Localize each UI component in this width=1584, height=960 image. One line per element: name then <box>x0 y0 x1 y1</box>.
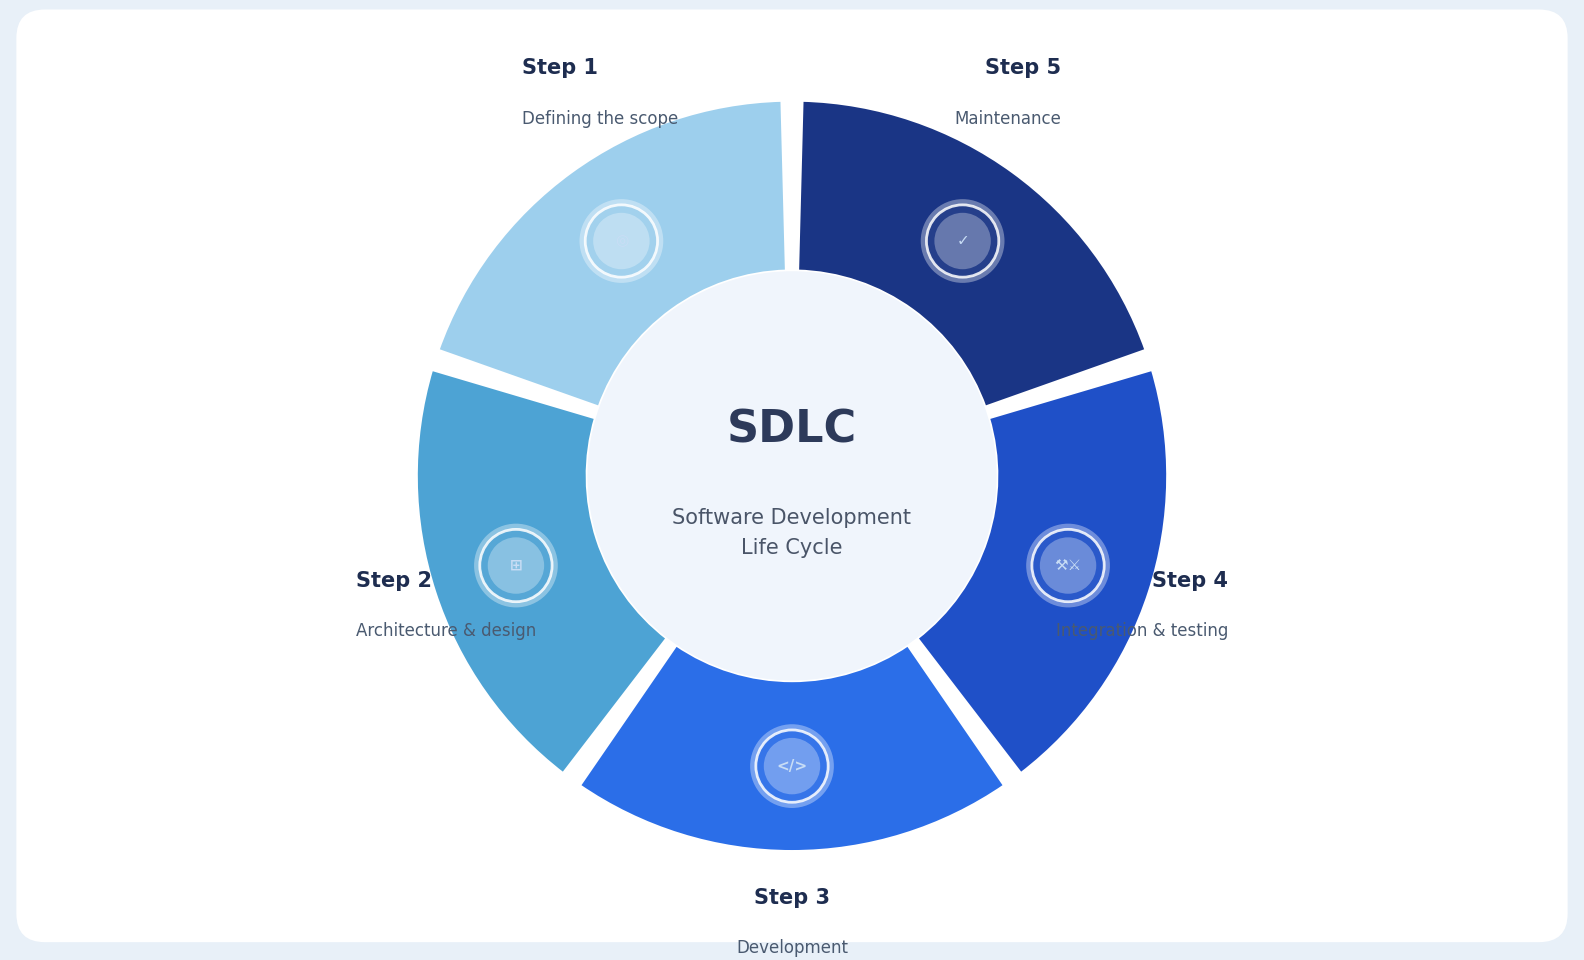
Text: SDLC: SDLC <box>727 409 857 451</box>
Text: Integration & testing: Integration & testing <box>1057 622 1228 640</box>
Circle shape <box>488 538 545 593</box>
Circle shape <box>592 213 649 269</box>
Text: Step 1: Step 1 <box>523 59 599 78</box>
Wedge shape <box>917 369 1167 774</box>
Text: Step 5: Step 5 <box>985 59 1061 78</box>
Circle shape <box>480 529 553 602</box>
Text: Maintenance: Maintenance <box>955 109 1061 128</box>
Circle shape <box>580 199 664 283</box>
Wedge shape <box>797 100 1147 408</box>
Circle shape <box>756 730 828 803</box>
Circle shape <box>920 199 1004 283</box>
Wedge shape <box>417 369 667 774</box>
Circle shape <box>751 724 833 808</box>
Text: Software Development
Life Cycle: Software Development Life Cycle <box>673 508 911 558</box>
Text: ✓: ✓ <box>957 233 969 249</box>
Wedge shape <box>580 644 1004 852</box>
Circle shape <box>1039 538 1096 593</box>
Circle shape <box>1026 523 1110 608</box>
Circle shape <box>935 213 992 269</box>
FancyBboxPatch shape <box>16 10 1568 942</box>
Text: Step 3: Step 3 <box>754 888 830 908</box>
Text: ◎: ◎ <box>615 233 627 249</box>
Circle shape <box>474 523 558 608</box>
Text: Development: Development <box>737 939 847 957</box>
Circle shape <box>584 204 657 277</box>
Text: Architecture & design: Architecture & design <box>356 622 535 640</box>
Text: ⚒⚔: ⚒⚔ <box>1055 558 1082 573</box>
Circle shape <box>763 738 821 794</box>
Circle shape <box>927 204 1000 277</box>
Text: Step 4: Step 4 <box>1152 571 1228 591</box>
Text: </>: </> <box>776 758 808 774</box>
Text: ⊞: ⊞ <box>510 558 523 573</box>
Text: Step 2: Step 2 <box>356 571 432 591</box>
Text: Defining the scope: Defining the scope <box>523 109 678 128</box>
Circle shape <box>588 272 996 681</box>
Wedge shape <box>437 100 787 408</box>
Circle shape <box>1031 529 1104 602</box>
